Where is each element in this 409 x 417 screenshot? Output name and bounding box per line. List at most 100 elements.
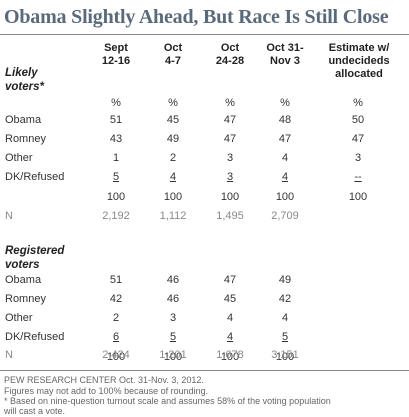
- rounding-note: Figures may not add to 100% because of r…: [4, 386, 209, 396]
- table-row-unlabeled: 100 100 100 100 100: [0, 191, 409, 207]
- column-header-oct-4-7: Oct 4-7: [148, 42, 198, 68]
- table-row-unlabeled: 100 100 100 100: [0, 351, 409, 367]
- table-row-unlabeled: %%%%%: [0, 97, 409, 113]
- table-cell: 49: [166, 133, 180, 145]
- table-cell: 100: [163, 351, 183, 363]
- section-label-line: voters*: [5, 81, 44, 93]
- table-cell: 100: [275, 351, 295, 363]
- table-cell: %: [353, 97, 363, 109]
- table-cell: 100: [106, 191, 126, 203]
- table-cell: 100: [220, 351, 240, 363]
- table-cell: 42: [109, 293, 123, 305]
- table-cell: 43: [109, 133, 123, 145]
- table-cell: 47: [223, 133, 237, 145]
- table-cell: 3: [354, 152, 362, 164]
- section-label-line: Registered: [5, 245, 65, 257]
- column-header-line: undecideds: [328, 55, 390, 67]
- table-cell: 4: [281, 152, 289, 164]
- table-cell: 50: [351, 114, 365, 126]
- table-cell: 1,201: [159, 349, 187, 361]
- column-header-line: Oct: [220, 42, 240, 54]
- row-label: Romney: [5, 133, 46, 145]
- table-row-n: N 2,424 1,201 1,678 3,151: [0, 349, 409, 365]
- table-cell: 2: [169, 152, 177, 164]
- table-cell: 2,424: [102, 349, 130, 361]
- table-row-romney: Romney 42 46 45 42: [0, 293, 409, 309]
- column-header-line: Sept: [104, 42, 128, 54]
- table-cell: 1,112: [159, 210, 187, 222]
- table-row-n: N 2,192 1,112 1,495 2,709: [0, 210, 409, 226]
- table-cell: 100: [163, 191, 183, 203]
- row-label: N: [5, 210, 13, 222]
- table-row-obama: Obama 51 45 47 48 50: [0, 114, 409, 130]
- chart-title: Obama Slightly Ahead, But Race Is Still …: [4, 6, 389, 28]
- table-cell: 4: [281, 312, 289, 324]
- source-note: PEW RESEARCH CENTER Oct. 31-Nov. 3, 2012…: [4, 375, 204, 385]
- column-header-line: 12-16: [101, 55, 131, 67]
- column-header-oct-24-28: Oct 24-28: [202, 42, 258, 68]
- column-header-estimate: Estimate w/ undecideds allocated: [312, 42, 406, 81]
- table-cell: 5: [112, 171, 120, 183]
- table-cell: 100: [348, 191, 368, 203]
- table-cell: 45: [223, 293, 237, 305]
- table-row-romney: Romney 43 49 47 47 47: [0, 133, 409, 149]
- table-cell: 1,495: [216, 210, 244, 222]
- table-cell: 3: [169, 312, 177, 324]
- table-row-other: Other 2 3 4 4: [0, 312, 409, 328]
- table-cell: 2,192: [102, 210, 130, 222]
- table-cell: %: [225, 97, 235, 109]
- row-label: DK/Refused: [5, 331, 65, 343]
- table-cell: 45: [166, 114, 180, 126]
- table-row-other: Other 1 2 3 4 3: [0, 152, 409, 168]
- table-cell: 100: [275, 191, 295, 203]
- row-label: Other: [5, 152, 33, 164]
- table-cell: 3: [226, 152, 234, 164]
- table-cell: 3: [226, 171, 234, 183]
- column-header-sept-12-16: Sept 12-16: [88, 42, 144, 68]
- table-cell: 42: [278, 293, 292, 305]
- column-header-oct31-nov3: Oct 31- Nov 3: [255, 42, 315, 68]
- title-divider: [0, 34, 409, 35]
- row-label: Romney: [5, 293, 46, 305]
- table-cell: 3,151: [271, 349, 299, 361]
- table-cell: 100: [106, 351, 126, 363]
- turnout-note-continued: will cast a vote.: [4, 406, 66, 416]
- table-cell: 2: [112, 312, 120, 324]
- table-cell: 47: [223, 114, 237, 126]
- column-header-line: allocated: [335, 68, 383, 80]
- table-cell: 4: [226, 312, 234, 324]
- column-header-line: 4-7: [165, 55, 181, 67]
- table-cell: 1: [112, 152, 120, 164]
- table-cell: 46: [166, 274, 180, 286]
- turnout-note: * Based on nine-question turnout scale a…: [4, 396, 331, 406]
- table-cell: 48: [278, 114, 292, 126]
- table-cell: %: [280, 97, 290, 109]
- table-cell: --: [354, 171, 362, 183]
- table-cell: 100: [220, 191, 240, 203]
- table-cell: 4: [226, 331, 234, 343]
- table-cell: %: [168, 97, 178, 109]
- table-row-dk-refused: DK/Refused 6 5 4 5: [0, 331, 409, 347]
- table-cell: 2,709: [271, 210, 299, 222]
- table-cell: 51: [109, 114, 123, 126]
- table-cell: 6: [112, 331, 120, 343]
- table-cell: 47: [351, 133, 365, 145]
- section-label-line: voters: [5, 259, 40, 271]
- table-cell: 4: [281, 171, 289, 183]
- table-cell: 5: [169, 331, 177, 343]
- column-header-line: 24-28: [215, 55, 245, 67]
- table-cell: 4: [169, 171, 177, 183]
- row-label: Obama: [5, 114, 42, 126]
- table-row-dk-refused: DK/Refused 5 4 3 4 --: [0, 171, 409, 187]
- table-cell: 1,678: [216, 349, 244, 361]
- row-label: N: [5, 349, 13, 361]
- column-header-line: Oct 31-: [266, 42, 304, 54]
- table-cell: %: [111, 97, 121, 109]
- table-cell: 51: [109, 274, 123, 286]
- footer-divider: [0, 370, 409, 371]
- row-label: Other: [5, 312, 33, 324]
- section-label-line: Likely: [5, 67, 38, 79]
- table-row-obama: Obama 51 46 47 49: [0, 274, 409, 290]
- row-label: DK/Refused: [5, 171, 65, 183]
- column-header-line: Nov 3: [270, 55, 300, 67]
